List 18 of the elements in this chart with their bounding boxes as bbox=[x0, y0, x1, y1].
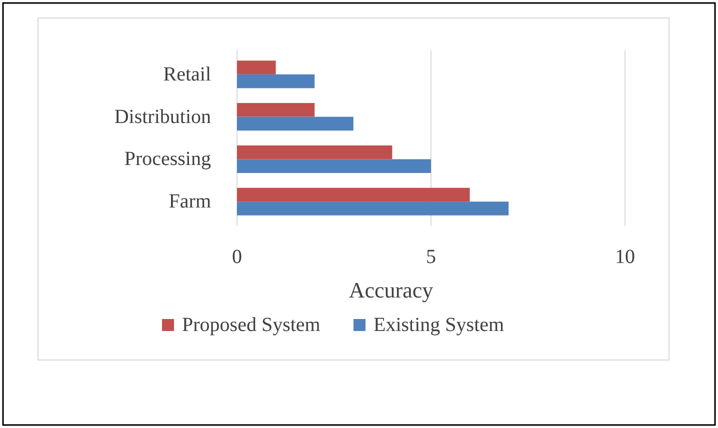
x-tick-label: 0 bbox=[232, 246, 242, 268]
bar bbox=[237, 60, 276, 74]
x-tick-label: 5 bbox=[426, 246, 436, 268]
bar bbox=[237, 188, 470, 202]
y-tick-label: Processing bbox=[124, 148, 211, 170]
y-tick-label: Farm bbox=[168, 190, 212, 213]
legend-label: Existing System bbox=[374, 314, 505, 336]
x-tick-label: 10 bbox=[615, 246, 635, 268]
bar bbox=[237, 159, 431, 173]
y-tick-label: Retail bbox=[163, 63, 212, 86]
bar bbox=[237, 145, 392, 160]
x-axis-title: Accuracy bbox=[348, 278, 434, 302]
bar bbox=[237, 74, 315, 88]
legend-label: Proposed System bbox=[182, 314, 321, 336]
bar bbox=[237, 202, 509, 216]
bar bbox=[237, 116, 354, 131]
y-tick-label: Distribution bbox=[114, 106, 211, 128]
bar bbox=[237, 103, 315, 117]
